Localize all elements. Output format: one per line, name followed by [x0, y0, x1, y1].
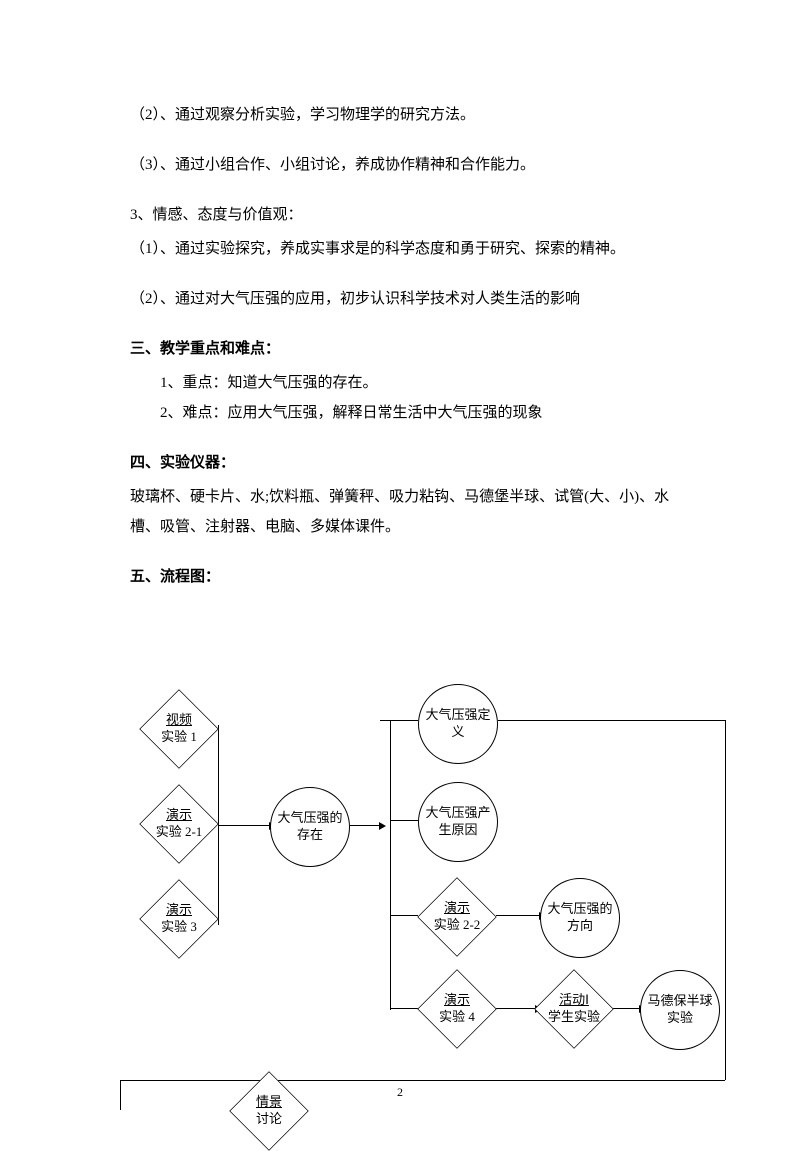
flowchart-node: 大气压强的存在	[270, 787, 350, 867]
flowchart-connector	[498, 720, 725, 721]
heading: 五、流程图：	[130, 562, 690, 592]
flowchart-node: 演示实验 2-1	[140, 785, 218, 863]
heading: 三、教学重点和难点：	[130, 334, 690, 364]
flowchart-connector	[390, 820, 418, 821]
flowchart-node: 大气压强产生原因	[418, 782, 498, 862]
flowchart-node: 演示实验 4	[418, 970, 496, 1048]
paragraph: （3）、通过小组合作、小组讨论，养成协作精神和合作能力。	[130, 150, 690, 180]
list-item: 1、重点：知道大气压强的存在。	[130, 368, 690, 398]
flowchart-connector	[496, 915, 540, 916]
flowchart-connector	[725, 720, 726, 1080]
paragraph: （1）、通过实验探究，养成实事求是的科学态度和勇于研究、探索的精神。	[130, 234, 690, 264]
flowchart-node: 大气压强定义	[418, 684, 498, 764]
flowchart-node: 马德保半球实验	[640, 970, 720, 1050]
flowchart-node: 演示实验 3	[140, 880, 218, 958]
flowchart-connector	[390, 720, 391, 1010]
flowchart-connector	[390, 1008, 418, 1009]
paragraph: 玻璃杯、硬卡片、水;饮料瓶、弹簧秤、吸力粘钩、马德堡半球、试管(大、小)、水槽、…	[130, 482, 690, 542]
paragraph: 3、情感、态度与价值观：	[130, 200, 690, 230]
paragraph: （2）、通过对大气压强的应用，初步认识科学技术对人类生活的影响	[130, 284, 690, 314]
document-page: （2）、通过观察分析实验，学习物理学的研究方法。 （3）、通过小组合作、小组讨论…	[0, 0, 800, 1132]
flowchart-node: 大气压强的方向	[540, 878, 620, 958]
flowchart: 视频实验 1 演示实验 2-1 演示实验 3 大气压强的存在大气压强定义大气压强产生原…	[0, 670, 800, 1130]
paragraph: （2）、通过观察分析实验，学习物理学的研究方法。	[130, 100, 690, 130]
flowchart-node: 演示实验 2-2	[418, 878, 496, 956]
flowchart-node: 活动Ⅰ学生实验	[535, 970, 613, 1048]
heading: 四、实验仪器：	[130, 448, 690, 478]
list-item: 2、难点：应用大气压强，解释日常生活中大气压强的现象	[130, 398, 690, 428]
flowchart-node: 视频实验 1	[140, 690, 218, 768]
flowchart-connector	[390, 720, 418, 721]
flowchart-connector	[496, 1008, 536, 1009]
flowchart-connector	[218, 825, 270, 826]
page-number: 2	[0, 1080, 800, 1104]
flowchart-connector	[390, 915, 418, 916]
flowchart-connector	[380, 720, 390, 721]
flowchart-connector	[350, 825, 380, 826]
flowchart-connector	[612, 1008, 640, 1009]
